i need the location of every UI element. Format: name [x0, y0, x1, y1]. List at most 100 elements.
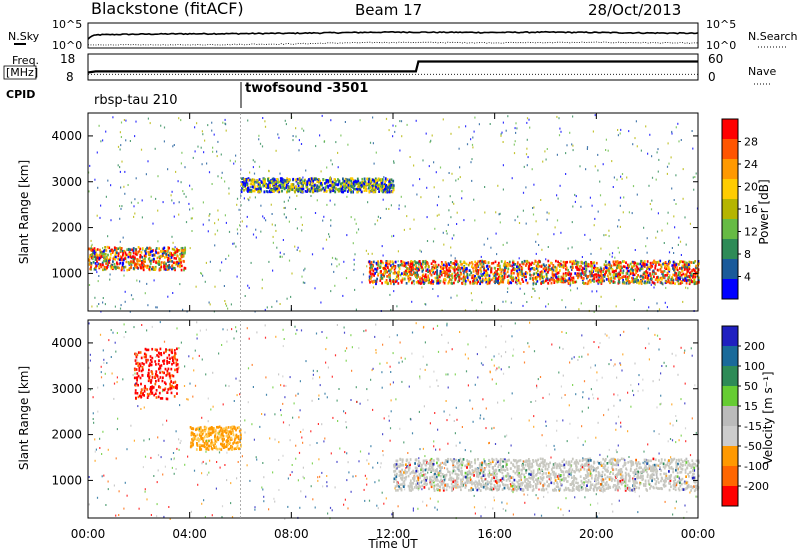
heat-cell: [662, 273, 664, 276]
heat-cell: [535, 278, 538, 281]
heat-cell: [311, 187, 314, 191]
heat-cell: [180, 249, 183, 252]
heat-cell: [660, 270, 663, 273]
heat-cell: [420, 468, 422, 471]
heat-cell: [577, 261, 580, 264]
heat-cell: [172, 261, 175, 264]
heat-cell: [684, 274, 686, 278]
heat-cell: [262, 215, 264, 218]
heat-cell: [296, 194, 298, 197]
heat-cell: [676, 268, 679, 272]
heat-cell: [132, 267, 135, 270]
heat-cell: [409, 262, 412, 266]
heat-cell: [639, 262, 642, 266]
heat-cell: [477, 458, 479, 461]
heat-cell: [552, 275, 554, 278]
heat-cell: [586, 282, 589, 286]
heat-cell: [562, 266, 565, 269]
heat-cell: [155, 197, 157, 200]
heat-cell: [395, 275, 398, 278]
heat-cell: [439, 279, 442, 283]
heat-cell: [675, 483, 678, 487]
heat-cell: [454, 276, 457, 279]
heat-cell: [581, 465, 584, 469]
heat-cell: [90, 245, 92, 248]
heat-cell: [514, 140, 516, 143]
heat-cell: [344, 179, 347, 182]
y-tick-label: 1000: [51, 266, 82, 280]
heat-cell: [572, 149, 574, 152]
heat-cell: [368, 177, 370, 181]
heat-cell: [637, 267, 640, 271]
heat-cell: [428, 462, 430, 465]
heat-cell: [651, 265, 654, 268]
heat-cell: [120, 268, 123, 272]
heat-cell: [609, 281, 611, 285]
heat-cell: [450, 266, 453, 269]
heat-cell: [621, 276, 623, 279]
heat-cell: [112, 116, 114, 119]
heat-cell: [572, 144, 574, 147]
heat-cell: [452, 267, 455, 270]
heat-cell: [459, 260, 462, 263]
heat-cell: [557, 473, 560, 476]
heat-cell: [683, 277, 686, 280]
heat-cell: [374, 267, 376, 271]
heat-cell: [453, 262, 455, 265]
heat-cell: [382, 189, 385, 192]
heat-cell: [515, 277, 518, 279]
heat-cell: [664, 266, 667, 269]
heat-cell: [537, 261, 539, 265]
heat-cell: [132, 260, 135, 263]
heat-cell: [434, 260, 437, 264]
heat-cell: [426, 482, 428, 486]
heat-cell: [353, 258, 355, 261]
heat-cell: [573, 262, 576, 266]
heat-cell: [104, 252, 107, 256]
heat-cell: [620, 128, 622, 131]
heat-cell: [564, 271, 567, 275]
heat-cell: [214, 244, 216, 247]
heat-cell: [557, 275, 560, 279]
heat-cell: [633, 263, 636, 266]
heat-cell: [507, 279, 510, 282]
heat-cell: [634, 277, 636, 281]
heat-cell: [546, 148, 548, 150]
heat-cell: [489, 123, 491, 125]
heat-cell: [94, 262, 97, 265]
heat-cell: [610, 276, 612, 280]
heat-cell: [544, 266, 546, 269]
station-title: Blackstone (fitACF): [91, 0, 244, 18]
heat-cell: [584, 274, 586, 277]
heat-cell: [113, 256, 116, 259]
heat-cell: [506, 291, 509, 293]
noise-panel: N.Sky 10^5 10^0 10^5 10^0 N.Search: [8, 18, 798, 52]
heat-cell: [668, 482, 670, 485]
heat-cell: [155, 248, 157, 251]
heat-cell: [628, 264, 630, 268]
heat-cell: [547, 281, 549, 285]
heat-cell: [547, 259, 550, 263]
heat-cell: [102, 247, 104, 250]
heat-cell: [369, 276, 371, 280]
heat-cell: [182, 308, 184, 311]
heat-cell: [182, 251, 184, 255]
heat-cell: [651, 277, 653, 281]
heat-cell: [117, 266, 119, 269]
heat-cell: [253, 185, 256, 189]
heat-cell: [292, 139, 294, 142]
heat-cell: [105, 130, 107, 133]
heat-cell: [374, 177, 377, 181]
heat-cell: [442, 118, 444, 121]
heat-cell: [225, 221, 227, 224]
heat-cell: [579, 165, 581, 168]
heat-cell: [272, 269, 274, 272]
heat-cell: [695, 172, 697, 175]
heat-cell: [499, 470, 502, 473]
heat-cell: [127, 255, 130, 259]
heat-cell: [178, 262, 180, 265]
heat-cell: [424, 262, 427, 265]
heat-cell: [145, 248, 147, 251]
heat-cell: [180, 261, 182, 264]
heat-cell: [615, 461, 618, 464]
